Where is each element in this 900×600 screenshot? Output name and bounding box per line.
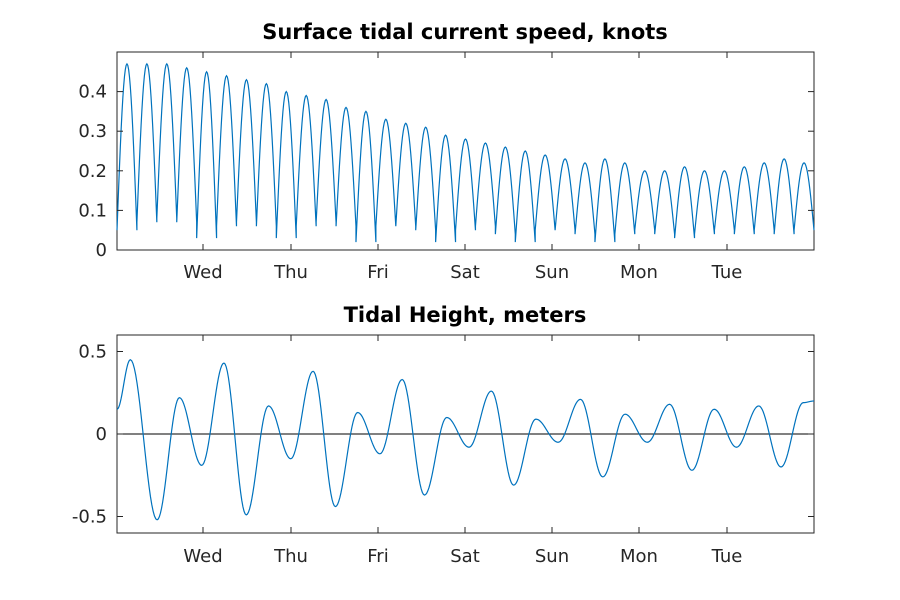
x-tick-label: Sun (535, 546, 569, 567)
y-tick-label: 0.1 (78, 200, 107, 221)
y-axis-tidal-height: -0.5 0 0.5 (72, 342, 814, 528)
chart-title-current-speed: Surface tidal current speed, knots (262, 20, 668, 44)
tidal-height-chart: Tidal Height, meters Wed Thu Fri Sat Sun Mon T… (72, 303, 815, 567)
y-tick-label: 0.2 (78, 161, 107, 182)
x-tick-label: Fri (367, 546, 388, 567)
x-tick-label: Sun (535, 262, 569, 283)
x-tick-label: Tue (711, 262, 743, 283)
x-tick-label: Fri (367, 262, 388, 283)
current-speed-series-line (116, 62, 815, 243)
y-tick-label: 0 (96, 240, 107, 261)
x-tick-label: Sat (450, 262, 480, 283)
y-tick-label: -0.5 (72, 507, 107, 528)
series-layer-tidal-height (116, 359, 815, 521)
y-tick-label: 0.4 (78, 82, 107, 103)
y-tick-label: 0.5 (78, 342, 107, 363)
y-tick-label: 0 (96, 424, 107, 445)
tidal-height-series-line (116, 359, 815, 521)
series-layer-current-speed (116, 62, 815, 243)
x-tick-label: Thu (273, 546, 308, 567)
x-axis-tidal-height: Wed Thu Fri Sat Sun Mon Tue (183, 335, 742, 567)
x-tick-label: Mon (620, 262, 658, 283)
x-tick-label: Wed (183, 262, 222, 283)
x-tick-label: Thu (273, 262, 308, 283)
y-tick-label: 0.3 (78, 121, 107, 142)
x-tick-label: Wed (183, 546, 222, 567)
x-tick-label: Mon (620, 546, 658, 567)
current-speed-chart: Surface tidal current speed, knots Wed Th… (78, 20, 815, 283)
x-axis-current-speed: Wed Thu Fri Sat Sun Mon Tue (183, 52, 742, 283)
y-axis-current-speed: 0 0.1 0.2 0.3 0.4 (78, 82, 814, 261)
x-tick-label: Sat (450, 546, 480, 567)
chart-title-tidal-height: Tidal Height, meters (344, 303, 587, 327)
plot-area-current-speed (116, 51, 815, 251)
x-tick-label: Tue (711, 546, 743, 567)
